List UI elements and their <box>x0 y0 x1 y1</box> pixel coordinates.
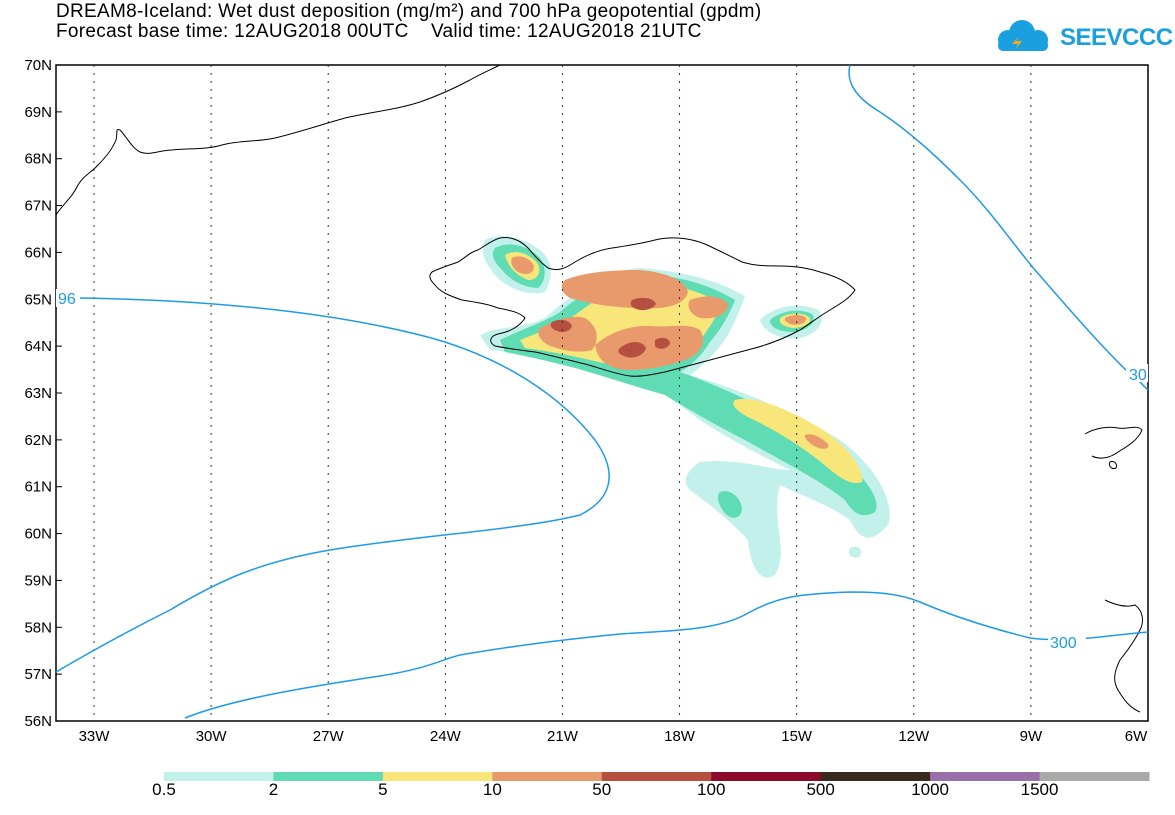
contour-label-30: 30 <box>1129 367 1147 384</box>
colorbar-tick-label: 100 <box>697 780 726 799</box>
colorbar-tick-label: 50 <box>592 780 612 799</box>
map-subtitle: Forecast base time: 12AUG2018 00UTC Vali… <box>56 21 702 42</box>
colorbar-swatch <box>382 772 493 781</box>
lon-label: 27W <box>313 728 345 745</box>
colorbar-swatch <box>711 772 822 781</box>
lat-label: 56N <box>24 713 52 730</box>
lon-label: 24W <box>430 728 462 745</box>
colorbar-swatch <box>930 772 1041 781</box>
lat-label: 62N <box>24 432 52 449</box>
logo-text: SEEVCCC <box>1060 24 1173 51</box>
lon-label: 15W <box>781 728 813 745</box>
dust-plume <box>480 236 890 578</box>
latitude-labels: 70N 69N 68N 67N 66N 65N 64N 63N 62N 61N 60N 59N 58N 5… <box>24 57 52 730</box>
colorbar-swatch <box>820 772 931 781</box>
lon-label: 6W <box>1125 728 1148 745</box>
colorbar-tick-label: 500 <box>806 780 835 799</box>
lat-label: 64N <box>24 338 52 355</box>
lon-label: 33W <box>79 728 111 745</box>
colorbar <box>164 772 1150 781</box>
colorbar-swatch <box>164 772 274 781</box>
lat-label: 66N <box>24 244 52 261</box>
lat-label: 58N <box>24 619 52 636</box>
lat-label: 70N <box>24 57 52 74</box>
lat-label: 68N <box>24 151 52 168</box>
colorbar-swatch <box>1039 772 1150 781</box>
colorbar-tick-label: 5 <box>378 780 388 799</box>
colorbar-tick-label: 1500 <box>1020 780 1059 799</box>
colorbar-tick-label: 10 <box>482 780 502 799</box>
lon-label: 18W <box>664 728 696 745</box>
lon-label: 21W <box>547 728 579 745</box>
graticule <box>56 64 1032 722</box>
seevccc-logo-icon <box>998 20 1048 51</box>
colorbar-swatch <box>273 772 384 781</box>
lat-label: 61N <box>24 479 52 496</box>
longitude-labels: 33W 30W 27W 24W 21W 18W 15W 12W 9W 6W <box>79 728 1149 745</box>
lat-label: 67N <box>24 198 52 215</box>
colorbar-tick-label: 0.5 <box>152 780 176 799</box>
geopotential-contours <box>55 64 1149 719</box>
contour-label-300: 300 <box>1050 635 1077 652</box>
lat-label: 60N <box>24 526 52 543</box>
contour-labels: 96 30 300 <box>56 289 1148 652</box>
lat-label: 63N <box>24 385 52 402</box>
contour-label-96: 96 <box>58 291 76 308</box>
map-frame <box>55 64 1149 722</box>
lon-label: 12W <box>898 728 930 745</box>
lon-label: 30W <box>196 728 228 745</box>
colorbar-tick-label: 2 <box>268 780 279 799</box>
map-title: DREAM8-Iceland: Wet dust deposition (mg/… <box>56 1 762 22</box>
lat-label: 65N <box>24 291 52 308</box>
lat-label: 69N <box>24 104 52 121</box>
lon-label: 9W <box>1020 728 1043 745</box>
coastlines <box>55 64 1143 713</box>
lat-label: 57N <box>24 666 52 683</box>
lat-label: 59N <box>24 572 52 589</box>
colorbar-swatch <box>601 772 712 781</box>
colorbar-tick-label: 1000 <box>911 780 950 799</box>
colorbar-swatch <box>492 772 603 781</box>
